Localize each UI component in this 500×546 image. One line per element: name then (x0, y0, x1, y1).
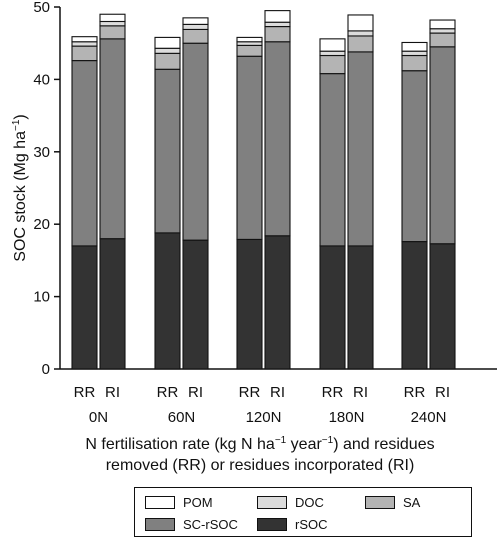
bar-doc-180n-ri (347, 30, 374, 37)
bar-pom-180n-ri (347, 14, 374, 32)
group-label-120n: 120N (246, 409, 282, 426)
bar-label-60n-rr: RR (157, 384, 179, 401)
bar-sc-rsoc-120n-rr (236, 55, 263, 240)
bar-sc-rsoc-60n-rr (154, 68, 181, 234)
bar-doc-0n-rr (71, 41, 98, 47)
bar-sa-180n-rr (319, 54, 346, 75)
legend-label-rsoc: rSOC (295, 517, 328, 532)
group-label-0n: 0N (89, 409, 108, 426)
bar-sa-0n-rr (71, 45, 98, 62)
bar-rsoc-180n-ri (347, 245, 374, 370)
bar-doc-60n-rr (154, 47, 181, 54)
y-tick-label: 50 (33, 0, 50, 16)
legend-swatch-pom (145, 496, 175, 509)
bar-label-120n-rr: RR (239, 384, 261, 401)
bar-pom-120n-ri (264, 10, 291, 23)
y-tick-label: 30 (33, 144, 50, 161)
bar-rsoc-120n-ri (264, 235, 291, 370)
bar-label-0n-ri: RI (105, 384, 120, 401)
plot-area: 0 10 20 30 40 50 SOC stock (Mg ha−1) RR RI 0N RR RI… (11, 0, 497, 426)
group-label-60n: 60N (168, 409, 196, 426)
bar-sc-rsoc-60n-ri (182, 42, 209, 241)
legend-label-sa: SA (403, 495, 421, 510)
bar-sa-60n-rr (154, 52, 181, 70)
legend-item-rsoc: rSOC (257, 517, 328, 532)
bar-rsoc-120n-rr (236, 238, 263, 370)
bar-pom-0n-rr (71, 36, 98, 43)
x-axis-title-line-2: removed (RR) or residues incorporated (R… (105, 457, 415, 474)
group-label-240n: 240N (411, 409, 447, 426)
legend-label-doc: DOC (295, 495, 324, 510)
legend-item-sc-rsoc: SC-rSOC (145, 517, 238, 532)
y-axis-title: SOC stock (Mg ha−1) (11, 114, 29, 261)
bar-sa-120n-rr (236, 44, 263, 57)
bar-label-240n-rr: RR (404, 384, 426, 401)
bar-sc-rsoc-240n-rr (401, 70, 428, 243)
y-tick-label: 0 (42, 361, 50, 378)
bar-rsoc-180n-rr (319, 245, 346, 370)
bar-sa-180n-ri (347, 35, 374, 53)
y-tick-label: 10 (33, 289, 50, 306)
bar-pom-0n-ri (99, 13, 126, 23)
bar-sc-rsoc-0n-rr (71, 60, 98, 247)
legend-label-sc-rsoc: SC-rSOC (183, 517, 238, 532)
bar-doc-180n-rr (319, 50, 346, 57)
legend-swatch-doc (257, 496, 287, 509)
y-tick-label: 40 (33, 71, 50, 88)
legend-item-sa: SA (365, 495, 420, 510)
bar-sc-rsoc-0n-ri (99, 38, 126, 240)
bar-pom-60n-rr (154, 36, 181, 49)
bar-rsoc-60n-ri (182, 239, 209, 370)
bar-label-120n-ri: RI (270, 384, 285, 401)
bar-label-60n-ri: RI (188, 384, 203, 401)
bar-sa-0n-ri (99, 25, 126, 40)
bar-label-180n-rr: RR (322, 384, 344, 401)
legend-swatch-rsoc (257, 518, 287, 531)
x-axis-title: N fertilisation rate (kg N ha−1 year−1) … (30, 434, 490, 476)
bar-label-180n-ri: RI (353, 384, 368, 401)
bar-doc-240n-ri (429, 28, 456, 34)
bar-doc-60n-ri (182, 23, 209, 30)
bar-rsoc-0n-rr (71, 245, 98, 370)
bar-pom-240n-ri (429, 19, 456, 30)
bar-sa-240n-ri (429, 32, 456, 48)
bar-doc-240n-rr (401, 50, 428, 57)
legend-item-pom: POM (145, 495, 213, 510)
bar-rsoc-240n-ri (429, 243, 456, 370)
legend-item-doc: DOC (257, 495, 324, 510)
bar-label-0n-rr: RR (74, 384, 96, 401)
bar-sa-120n-ri (264, 25, 291, 43)
bar-label-240n-ri: RI (435, 384, 450, 401)
bar-rsoc-60n-rr (154, 232, 181, 370)
bar-pom-180n-rr (319, 38, 346, 52)
legend-label-pom: POM (183, 495, 213, 510)
bar-sc-rsoc-180n-rr (319, 73, 346, 247)
bar-rsoc-0n-ri (99, 238, 126, 370)
bar-rsoc-240n-rr (401, 241, 428, 370)
bar-pom-240n-rr (401, 41, 428, 52)
legend-swatch-sa (365, 496, 395, 509)
legend-swatch-sc-rsoc (145, 518, 175, 531)
x-axis-title-line-1: N fertilisation rate (kg N ha−1 year−1) … (85, 435, 435, 454)
group-label-180n: 180N (329, 409, 365, 426)
bar-pom-60n-ri (182, 17, 209, 25)
bar-pom-120n-rr (236, 36, 263, 43)
bar-sa-240n-rr (401, 54, 428, 72)
legend: POM DOC SA SC-rSOC rSOC (134, 487, 472, 537)
bar-sc-rsoc-120n-ri (264, 41, 291, 237)
bar-doc-0n-ri (99, 20, 126, 27)
y-tick-label: 20 (33, 216, 50, 233)
bar-sc-rsoc-240n-ri (429, 46, 456, 245)
bar-sa-60n-ri (182, 28, 209, 44)
bar-sc-rsoc-180n-ri (347, 51, 374, 247)
bar-doc-120n-ri (264, 21, 291, 28)
